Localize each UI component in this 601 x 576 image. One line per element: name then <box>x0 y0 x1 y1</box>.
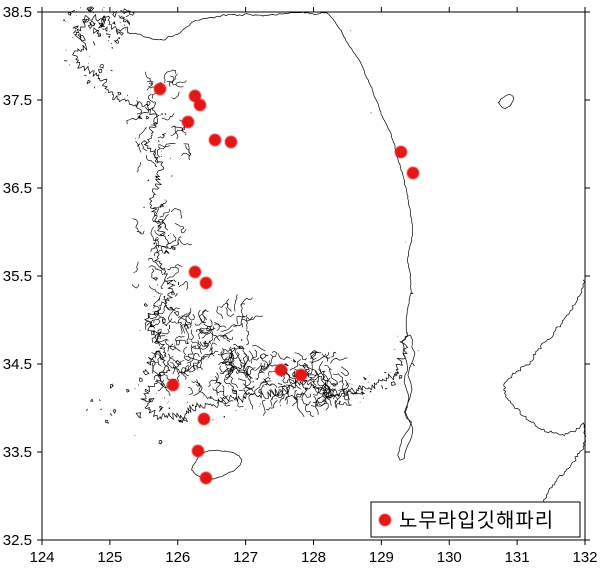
svg-text:124: 124 <box>29 549 54 566</box>
svg-text:129: 129 <box>369 549 394 566</box>
svg-text:노무라입깃해파리: 노무라입깃해파리 <box>399 509 554 532</box>
svg-text:130: 130 <box>437 549 462 566</box>
svg-text:36.5: 36.5 <box>3 180 32 197</box>
svg-text:38.5: 38.5 <box>3 4 32 21</box>
svg-text:37.5: 37.5 <box>3 92 32 109</box>
svg-text:32.5: 32.5 <box>3 532 32 549</box>
svg-text:132: 132 <box>572 549 597 566</box>
svg-text:125: 125 <box>97 549 122 566</box>
svg-text:35.5: 35.5 <box>3 268 32 285</box>
svg-text:34.5: 34.5 <box>3 356 32 373</box>
svg-text:128: 128 <box>301 549 326 566</box>
svg-text:131: 131 <box>505 549 530 566</box>
svg-text:127: 127 <box>233 549 258 566</box>
svg-text:126: 126 <box>165 549 190 566</box>
svg-text:33.5: 33.5 <box>3 444 32 461</box>
